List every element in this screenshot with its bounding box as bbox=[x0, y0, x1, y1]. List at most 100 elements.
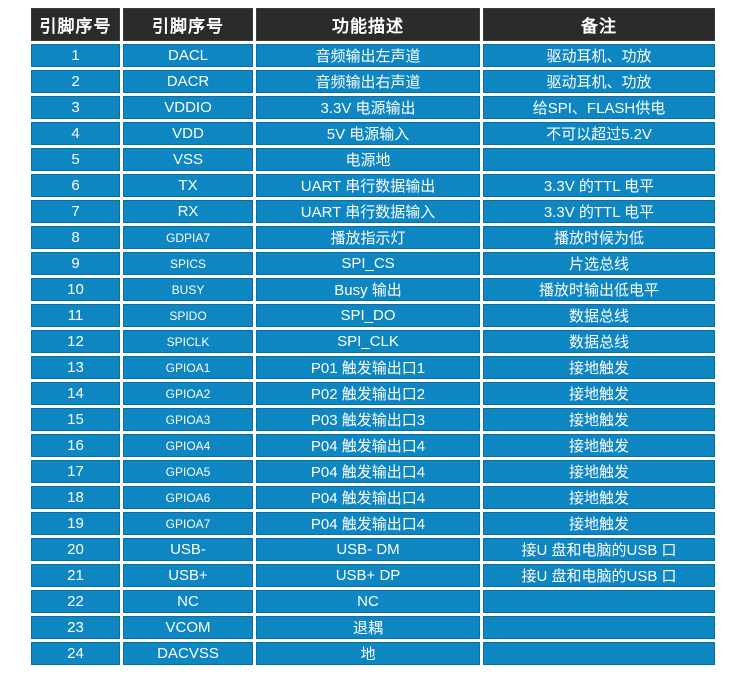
pin-number-cell: 11 bbox=[31, 304, 120, 327]
pin-name-cell: GPIOA1 bbox=[123, 356, 253, 379]
pin-function-cell: 地 bbox=[256, 642, 480, 665]
pin-function-cell: 3.3V 电源输出 bbox=[256, 96, 480, 119]
pin-note-cell: 接地触发 bbox=[483, 486, 715, 509]
pin-note-cell: 接地触发 bbox=[483, 434, 715, 457]
pin-number-cell: 21 bbox=[31, 564, 120, 587]
pin-function-cell: P04 触发输出口4 bbox=[256, 434, 480, 457]
pin-note-cell bbox=[483, 590, 715, 613]
pin-function-cell: SPI_CS bbox=[256, 252, 480, 275]
pin-function-table: 引脚序号 引脚序号 功能描述 备注 1 DACL 音频输出左声道 驱动耳机、功放… bbox=[28, 5, 718, 668]
pin-function-cell: UART 串行数据输入 bbox=[256, 200, 480, 223]
pin-note-cell bbox=[483, 148, 715, 171]
pin-function-cell: 播放指示灯 bbox=[256, 226, 480, 249]
pin-number-cell: 1 bbox=[31, 44, 120, 67]
pin-function-cell: P02 触发输出口2 bbox=[256, 382, 480, 405]
pin-function-cell: P04 触发输出口4 bbox=[256, 512, 480, 535]
pin-note-cell: 接U 盘和电脑的USB 口 bbox=[483, 538, 715, 561]
pin-name-cell: VSS bbox=[123, 148, 253, 171]
pin-name-cell: GPIOA7 bbox=[123, 512, 253, 535]
pin-name-cell: VCOM bbox=[123, 616, 253, 639]
table-row: 20 USB- USB- DM 接U 盘和电脑的USB 口 bbox=[31, 538, 715, 561]
table-row: 13 GPIOA1 P01 触发输出口1 接地触发 bbox=[31, 356, 715, 379]
pin-note-cell bbox=[483, 642, 715, 665]
pin-number-cell: 6 bbox=[31, 174, 120, 197]
pin-number-cell: 15 bbox=[31, 408, 120, 431]
pin-note-cell: 驱动耳机、功放 bbox=[483, 44, 715, 67]
pin-name-cell: GDPIA7 bbox=[123, 226, 253, 249]
pin-number-cell: 9 bbox=[31, 252, 120, 275]
pin-note-cell: 接地触发 bbox=[483, 512, 715, 535]
pin-number-cell: 12 bbox=[31, 330, 120, 353]
header-row: 引脚序号 引脚序号 功能描述 备注 bbox=[31, 8, 715, 41]
pin-number-cell: 4 bbox=[31, 122, 120, 145]
table-row: 11 SPIDO SPI_DO 数据总线 bbox=[31, 304, 715, 327]
table-row: 4 VDD 5V 电源输入 不可以超过5.2V bbox=[31, 122, 715, 145]
table-row: 7 RX UART 串行数据输入 3.3V 的TTL 电平 bbox=[31, 200, 715, 223]
pin-function-cell: 5V 电源输入 bbox=[256, 122, 480, 145]
table-row: 9 SPICS SPI_CS 片选总线 bbox=[31, 252, 715, 275]
header-pin-number: 引脚序号 bbox=[31, 8, 120, 41]
table-row: 17 GPIOA5 P04 触发输出口4 接地触发 bbox=[31, 460, 715, 483]
pin-function-cell: 音频输出左声道 bbox=[256, 44, 480, 67]
pin-note-cell: 给SPI、FLASH供电 bbox=[483, 96, 715, 119]
pin-name-cell: DACR bbox=[123, 70, 253, 93]
table-row: 14 GPIOA2 P02 触发输出口2 接地触发 bbox=[31, 382, 715, 405]
pin-name-cell: VDDIO bbox=[123, 96, 253, 119]
table-row: 18 GPIOA6 P04 触发输出口4 接地触发 bbox=[31, 486, 715, 509]
pin-function-cell: P04 触发输出口4 bbox=[256, 460, 480, 483]
pin-number-cell: 5 bbox=[31, 148, 120, 171]
pin-number-cell: 23 bbox=[31, 616, 120, 639]
table-row: 6 TX UART 串行数据输出 3.3V 的TTL 电平 bbox=[31, 174, 715, 197]
table-row: 3 VDDIO 3.3V 电源输出 给SPI、FLASH供电 bbox=[31, 96, 715, 119]
pin-function-cell: UART 串行数据输出 bbox=[256, 174, 480, 197]
pin-note-cell: 播放时输出低电平 bbox=[483, 278, 715, 301]
table-row: 22 NC NC bbox=[31, 590, 715, 613]
pin-number-cell: 3 bbox=[31, 96, 120, 119]
pin-note-cell: 播放时候为低 bbox=[483, 226, 715, 249]
pin-name-cell: GPIOA3 bbox=[123, 408, 253, 431]
pin-number-cell: 16 bbox=[31, 434, 120, 457]
pin-function-cell: Busy 输出 bbox=[256, 278, 480, 301]
table-row: 5 VSS 电源地 bbox=[31, 148, 715, 171]
table-row: 19 GPIOA7 P04 触发输出口4 接地触发 bbox=[31, 512, 715, 535]
pin-note-cell: 不可以超过5.2V bbox=[483, 122, 715, 145]
pin-function-cell: P01 触发输出口1 bbox=[256, 356, 480, 379]
table-row: 24 DACVSS 地 bbox=[31, 642, 715, 665]
pin-function-cell: SPI_CLK bbox=[256, 330, 480, 353]
pin-name-cell: SPICS bbox=[123, 252, 253, 275]
pin-function-cell: NC bbox=[256, 590, 480, 613]
pin-number-cell: 14 bbox=[31, 382, 120, 405]
pin-note-cell: 3.3V 的TTL 电平 bbox=[483, 200, 715, 223]
pin-name-cell: GPIOA2 bbox=[123, 382, 253, 405]
pin-function-cell: P03 触发输出口3 bbox=[256, 408, 480, 431]
pin-note-cell bbox=[483, 616, 715, 639]
table-row: 10 BUSY Busy 输出 播放时输出低电平 bbox=[31, 278, 715, 301]
pin-name-cell: USB+ bbox=[123, 564, 253, 587]
pin-name-cell: TX bbox=[123, 174, 253, 197]
pin-number-cell: 19 bbox=[31, 512, 120, 535]
table-row: 16 GPIOA4 P04 触发输出口4 接地触发 bbox=[31, 434, 715, 457]
pin-function-cell: USB- DM bbox=[256, 538, 480, 561]
pin-function-cell: 电源地 bbox=[256, 148, 480, 171]
pin-name-cell: DACVSS bbox=[123, 642, 253, 665]
pin-number-cell: 7 bbox=[31, 200, 120, 223]
pin-note-cell: 3.3V 的TTL 电平 bbox=[483, 174, 715, 197]
pin-name-cell: GPIOA4 bbox=[123, 434, 253, 457]
pin-number-cell: 18 bbox=[31, 486, 120, 509]
pin-number-cell: 13 bbox=[31, 356, 120, 379]
pin-name-cell: BUSY bbox=[123, 278, 253, 301]
pin-function-cell: SPI_DO bbox=[256, 304, 480, 327]
table-row: 21 USB+ USB+ DP 接U 盘和电脑的USB 口 bbox=[31, 564, 715, 587]
pin-note-cell: 片选总线 bbox=[483, 252, 715, 275]
header-note: 备注 bbox=[483, 8, 715, 41]
pin-function-table-container: 引脚序号 引脚序号 功能描述 备注 1 DACL 音频输出左声道 驱动耳机、功放… bbox=[28, 5, 718, 668]
pin-note-cell: 接地触发 bbox=[483, 408, 715, 431]
pin-note-cell: 接地触发 bbox=[483, 382, 715, 405]
table-row: 2 DACR 音频输出右声道 驱动耳机、功放 bbox=[31, 70, 715, 93]
pin-number-cell: 20 bbox=[31, 538, 120, 561]
pin-name-cell: GPIOA6 bbox=[123, 486, 253, 509]
header-function-desc: 功能描述 bbox=[256, 8, 480, 41]
pin-note-cell: 数据总线 bbox=[483, 304, 715, 327]
pin-number-cell: 10 bbox=[31, 278, 120, 301]
pin-name-cell: NC bbox=[123, 590, 253, 613]
